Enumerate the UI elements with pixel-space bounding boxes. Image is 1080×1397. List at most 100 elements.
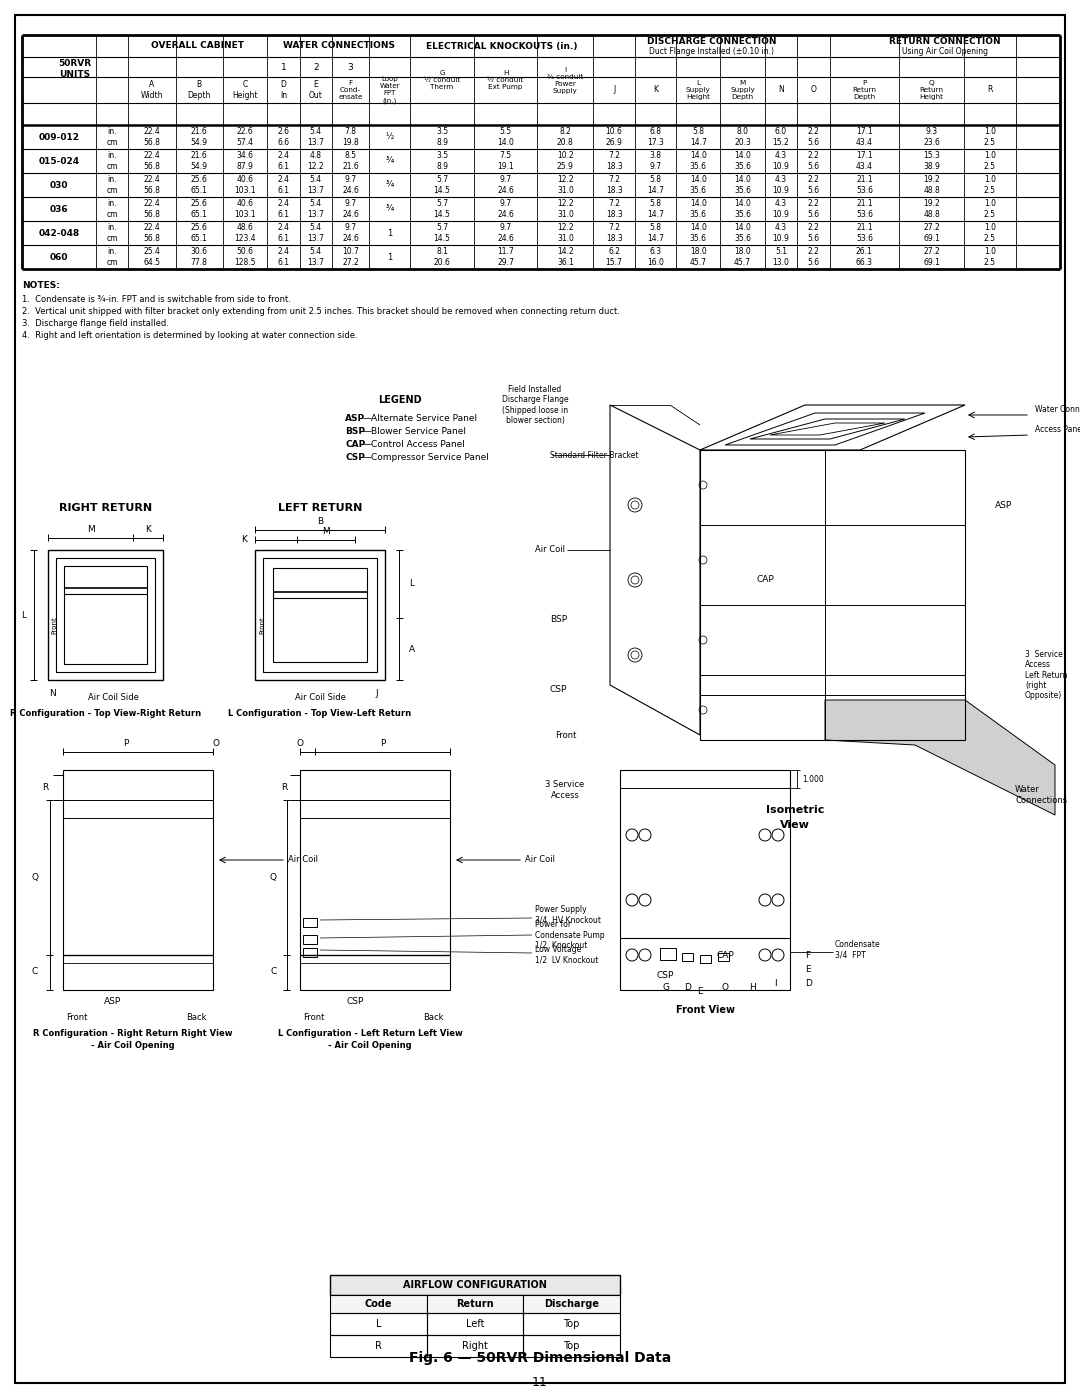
Text: 54.9: 54.9 xyxy=(191,162,207,170)
Text: L: L xyxy=(376,1319,381,1329)
Bar xyxy=(524,1313,620,1336)
Text: Front: Front xyxy=(51,616,57,634)
Text: 9.7: 9.7 xyxy=(500,200,512,208)
Text: 35.6: 35.6 xyxy=(734,233,751,243)
Bar xyxy=(273,569,367,662)
Text: 7.2: 7.2 xyxy=(608,200,620,208)
Bar xyxy=(427,1295,524,1313)
Text: AIRFLOW CONFIGURATION: AIRFLOW CONFIGURATION xyxy=(403,1280,546,1289)
Text: in.: in. xyxy=(107,247,117,256)
Text: P: P xyxy=(380,739,386,749)
Text: in.: in. xyxy=(107,224,117,232)
Text: 14.7: 14.7 xyxy=(647,233,664,243)
Text: 5.5: 5.5 xyxy=(500,127,512,137)
Text: O: O xyxy=(810,85,816,95)
Text: 9.7: 9.7 xyxy=(649,162,661,170)
Text: Loop
Water
FPT
(in.): Loop Water FPT (in.) xyxy=(379,77,400,103)
Bar xyxy=(330,1295,427,1313)
Text: —: — xyxy=(363,453,372,462)
Text: 5.6: 5.6 xyxy=(808,233,820,243)
Text: LEGEND: LEGEND xyxy=(378,395,422,405)
Text: —: — xyxy=(363,440,372,448)
Text: NOTES:: NOTES: xyxy=(22,281,59,291)
Text: 56.8: 56.8 xyxy=(144,210,160,219)
Text: View: View xyxy=(780,820,810,830)
Bar xyxy=(660,949,676,960)
Text: 18.3: 18.3 xyxy=(606,162,622,170)
Text: B
Depth: B Depth xyxy=(188,80,211,99)
Text: 5.6: 5.6 xyxy=(808,186,820,194)
Text: 43.4: 43.4 xyxy=(855,138,873,147)
Text: Air Coil: Air Coil xyxy=(525,855,555,865)
Text: H
½ conduit
Ext Pump: H ½ conduit Ext Pump xyxy=(487,70,524,89)
Text: 8.9: 8.9 xyxy=(436,162,448,170)
Text: Alternate Service Panel: Alternate Service Panel xyxy=(372,414,477,423)
Bar xyxy=(300,800,450,819)
Text: 2.5: 2.5 xyxy=(984,233,996,243)
Text: 23.6: 23.6 xyxy=(923,138,940,147)
Text: M: M xyxy=(322,528,329,536)
Text: 14.0: 14.0 xyxy=(497,138,514,147)
Text: 6.0: 6.0 xyxy=(774,127,787,137)
Text: 25.4: 25.4 xyxy=(144,247,160,256)
Text: P
Return
Depth: P Return Depth xyxy=(852,80,876,101)
Text: 27.2: 27.2 xyxy=(342,258,359,267)
Bar xyxy=(718,953,729,961)
Text: 20.6: 20.6 xyxy=(434,258,450,267)
Text: N: N xyxy=(778,85,784,95)
Bar xyxy=(303,918,318,928)
Text: 2.  Vertical unit shipped with filter bracket only extending from unit 2.5 inche: 2. Vertical unit shipped with filter bra… xyxy=(22,307,620,316)
Text: D: D xyxy=(685,983,691,992)
Text: Front: Front xyxy=(66,1013,87,1023)
Text: 10.2: 10.2 xyxy=(557,151,573,161)
Text: R Configuration - Right Return Right View: R Configuration - Right Return Right Vie… xyxy=(33,1028,233,1038)
Text: 14.0: 14.0 xyxy=(734,151,751,161)
Text: L Configuration - Top View-Left Return: L Configuration - Top View-Left Return xyxy=(229,708,411,718)
Text: Code: Code xyxy=(365,1299,392,1309)
Text: 48.6: 48.6 xyxy=(237,224,254,232)
Text: 21.6: 21.6 xyxy=(342,162,359,170)
Text: 18.0: 18.0 xyxy=(690,247,706,256)
Text: 48.8: 48.8 xyxy=(923,210,940,219)
Text: 5.7: 5.7 xyxy=(436,175,448,184)
Text: 1: 1 xyxy=(281,63,286,71)
Text: 030: 030 xyxy=(50,180,68,190)
Text: Back: Back xyxy=(186,1013,206,1023)
Text: 14.5: 14.5 xyxy=(434,186,450,194)
Bar xyxy=(300,770,450,990)
Text: Front: Front xyxy=(259,616,265,634)
Text: 2.4: 2.4 xyxy=(278,247,289,256)
Text: 10.9: 10.9 xyxy=(772,162,789,170)
Text: G
½ conduit
Therm: G ½ conduit Therm xyxy=(424,70,460,89)
Text: C: C xyxy=(271,968,276,977)
Text: - Air Coil Opening: - Air Coil Opening xyxy=(328,1042,411,1051)
Text: 5.8: 5.8 xyxy=(649,175,661,184)
Text: 14.7: 14.7 xyxy=(647,210,664,219)
Text: CAP: CAP xyxy=(756,576,774,584)
Text: 38.9: 38.9 xyxy=(923,162,940,170)
Text: CSP: CSP xyxy=(550,686,567,694)
Text: 13.7: 13.7 xyxy=(308,233,324,243)
Text: 4.3: 4.3 xyxy=(774,224,787,232)
Text: 22.4: 22.4 xyxy=(144,151,160,161)
Text: 9.7: 9.7 xyxy=(345,200,356,208)
Text: 19.8: 19.8 xyxy=(342,138,359,147)
Text: 24.6: 24.6 xyxy=(497,210,514,219)
Text: 45.7: 45.7 xyxy=(734,258,751,267)
Text: 5.1: 5.1 xyxy=(775,247,787,256)
Text: 2.2: 2.2 xyxy=(808,224,820,232)
Text: 3.  Discharge flange field installed.: 3. Discharge flange field installed. xyxy=(22,319,168,328)
Text: Air Coil Side: Air Coil Side xyxy=(87,693,138,703)
Bar xyxy=(303,949,318,957)
Text: 35.6: 35.6 xyxy=(690,186,706,194)
Text: 7.8: 7.8 xyxy=(345,127,356,137)
Text: R: R xyxy=(987,85,993,95)
Text: R: R xyxy=(281,784,287,792)
Text: Top: Top xyxy=(564,1319,580,1329)
Text: 35.6: 35.6 xyxy=(690,233,706,243)
Text: 5.4: 5.4 xyxy=(310,247,322,256)
Text: A: A xyxy=(409,644,415,654)
Text: 2.5: 2.5 xyxy=(984,210,996,219)
Bar xyxy=(255,550,384,680)
Bar xyxy=(63,770,213,990)
